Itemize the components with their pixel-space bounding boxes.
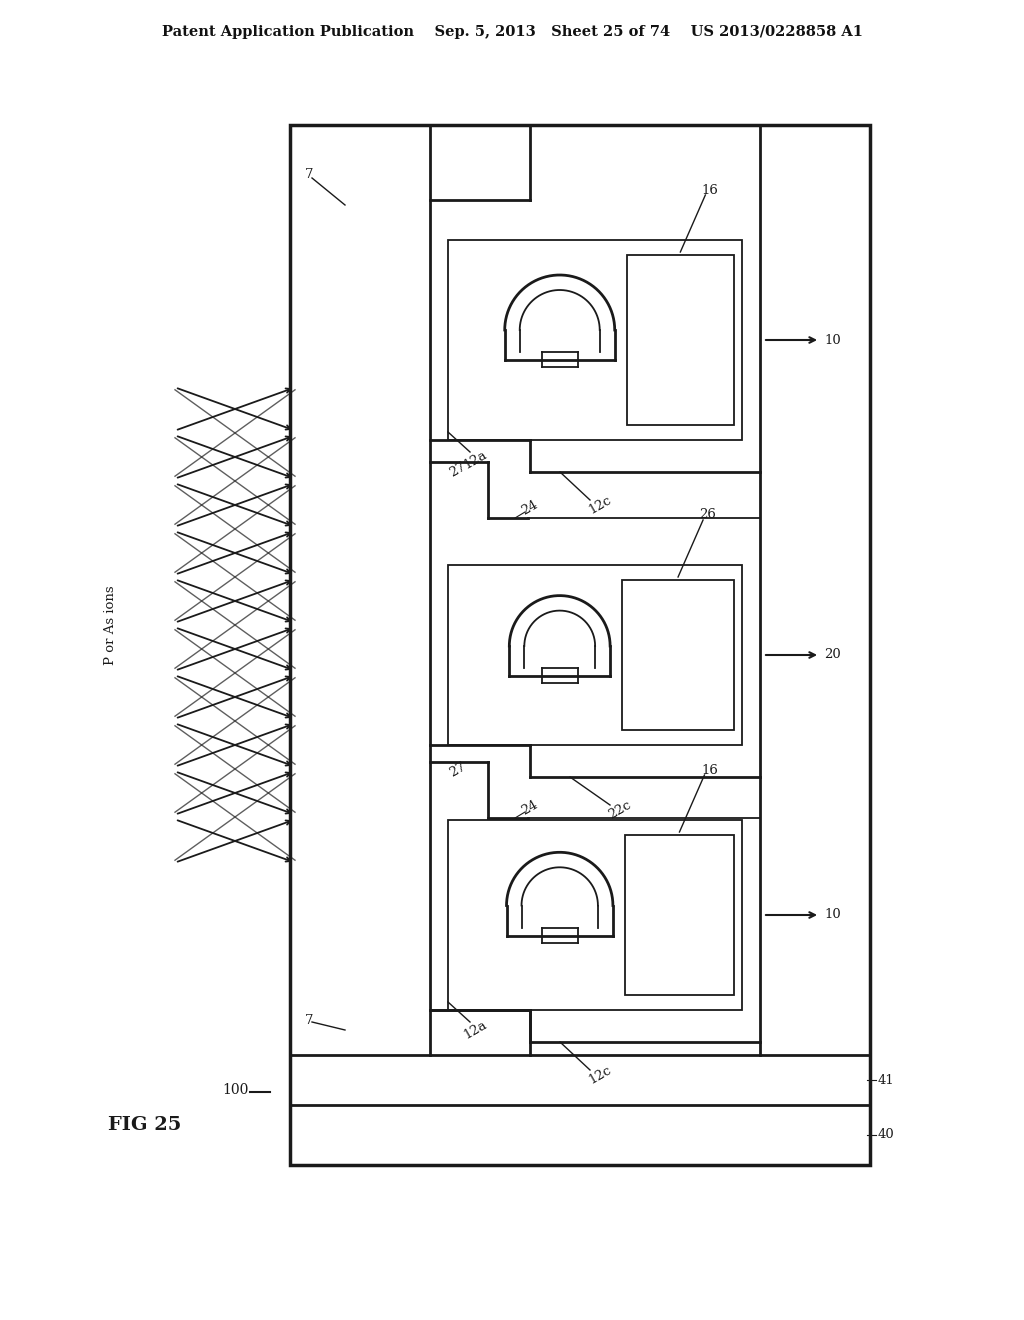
Bar — [449, 240, 742, 440]
Text: 16: 16 — [701, 763, 718, 776]
Text: P or As ions: P or As ions — [103, 585, 117, 665]
Text: FIG 25: FIG 25 — [109, 1115, 181, 1134]
Text: 12c: 12c — [587, 494, 613, 516]
Text: 12a: 12a — [461, 449, 489, 471]
Text: 10: 10 — [824, 334, 841, 346]
Text: 27: 27 — [447, 461, 469, 480]
Bar — [625, 836, 734, 995]
Text: 27: 27 — [447, 760, 469, 780]
Text: 24: 24 — [519, 498, 541, 517]
Text: 100: 100 — [222, 1082, 248, 1097]
Text: 12a: 12a — [461, 1018, 489, 1041]
Text: 16: 16 — [701, 183, 719, 197]
Text: 24: 24 — [519, 799, 541, 818]
Text: 41: 41 — [878, 1073, 895, 1086]
Text: 20: 20 — [824, 648, 841, 661]
Text: 10: 10 — [824, 908, 841, 921]
Bar — [290, 125, 870, 1166]
Text: Patent Application Publication    Sep. 5, 2013   Sheet 25 of 74    US 2013/02288: Patent Application Publication Sep. 5, 2… — [162, 25, 862, 40]
Bar — [627, 255, 734, 425]
Text: 7: 7 — [305, 1014, 313, 1027]
Text: 12c: 12c — [587, 1064, 613, 1086]
Bar — [449, 820, 742, 1010]
Text: 40: 40 — [878, 1129, 895, 1142]
Bar — [623, 579, 734, 730]
Text: 22c: 22c — [606, 799, 634, 821]
Text: 26: 26 — [699, 508, 717, 521]
Bar — [449, 565, 742, 744]
Text: 7: 7 — [305, 169, 313, 181]
